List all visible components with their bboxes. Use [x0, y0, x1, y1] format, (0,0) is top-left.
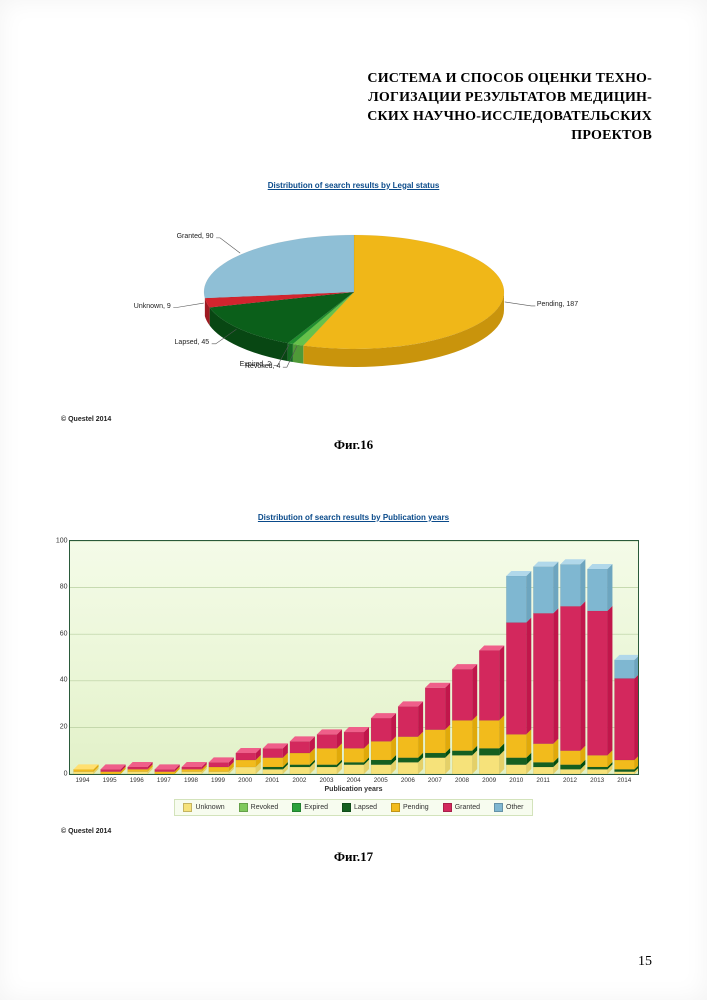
title-line: СКИХ НАУЧНО-ИССЛЕДОВАТЕЛЬСКИХ: [255, 108, 652, 127]
figure-caption: Фиг.17: [55, 849, 652, 865]
pie-slice-label: Granted, 90: [177, 233, 214, 240]
x-axis-tick: 2000: [238, 777, 252, 784]
legend-swatch: [391, 803, 400, 812]
y-axis-tick: 40: [60, 677, 68, 684]
x-axis-tick: 2002: [292, 777, 306, 784]
legend-label: Pending: [403, 804, 429, 811]
y-axis-tick: 20: [60, 723, 68, 730]
x-axis-tick: 1999: [211, 777, 225, 784]
x-axis-tick: 2008: [455, 777, 469, 784]
legend-label: Unknown: [195, 804, 224, 811]
y-axis-tick: 100: [56, 537, 68, 544]
title-line: СИСТЕМА И СПОСОБ ОЦЕНКИ ТЕХНО-: [255, 70, 652, 89]
x-axis-tick: 1994: [76, 777, 90, 784]
legend-item: Revoked: [239, 803, 279, 812]
x-axis-tick: 2007: [428, 777, 442, 784]
x-axis-tick: 1997: [157, 777, 171, 784]
legend-item: Pending: [391, 803, 429, 812]
x-axis-tick: 2006: [401, 777, 415, 784]
legend-swatch: [443, 803, 452, 812]
bar-chart-title: Distribution of search results by Public…: [55, 513, 652, 522]
pie-slice-label: Lapsed, 45: [175, 339, 210, 346]
legend-label: Revoked: [251, 804, 279, 811]
x-axis-tick: 2009: [482, 777, 496, 784]
legend-swatch: [494, 803, 503, 812]
x-axis-tick: 1995: [103, 777, 117, 784]
legend-item: Other: [494, 803, 524, 812]
pie-slice-label: Pending, 187: [537, 301, 578, 308]
page-number: 15: [638, 954, 652, 970]
x-axis-title: Publication years: [55, 786, 652, 793]
x-axis-tick: 2012: [563, 777, 577, 784]
pie-chart-title: Distribution of search results by Legal …: [55, 181, 652, 190]
x-axis-tick: 2014: [617, 777, 631, 784]
legend-label: Expired: [304, 804, 328, 811]
x-axis-tick: 1996: [130, 777, 144, 784]
x-axis-tick: 1998: [184, 777, 198, 784]
pie-slice-label: Expired, 2: [240, 361, 272, 368]
copyright-text: © Questel 2014: [61, 828, 652, 835]
x-axis-tick: 2013: [590, 777, 604, 784]
pie-chart: Pending, 187Revoked, 4Expired, 2Lapsed, …: [55, 208, 652, 388]
copyright-text: © Questel 2014: [61, 416, 652, 423]
x-axis-tick: 2003: [319, 777, 333, 784]
x-axis-tick: 2010: [509, 777, 523, 784]
legend-item: Expired: [292, 803, 328, 812]
legend-item: Lapsed: [342, 803, 377, 812]
legend-label: Lapsed: [354, 804, 377, 811]
pie-slice-label: Unknown, 9: [134, 303, 171, 310]
page-title: СИСТЕМА И СПОСОБ ОЦЕНКИ ТЕХНО- ЛОГИЗАЦИИ…: [255, 70, 652, 146]
x-axis-labels: 1994 1995 1996 1997 1998 1999 2000 2001 2002 2003…: [70, 775, 638, 784]
legend-swatch: [183, 803, 192, 812]
legend-item: Granted: [443, 803, 480, 812]
title-line: ПРОЕКТОВ: [255, 127, 652, 146]
y-axis-tick: 80: [60, 584, 68, 591]
figure-caption: Фиг.16: [55, 437, 652, 453]
title-line: ЛОГИЗАЦИИ РЕЗУЛЬТАТОВ МЕДИЦИН-: [255, 89, 652, 108]
x-axis-tick: 2005: [374, 777, 388, 784]
legend-swatch: [239, 803, 248, 812]
legend-label: Other: [506, 804, 524, 811]
y-axis-tick: 0: [64, 770, 68, 777]
pie-chart-block: Distribution of search results by Legal …: [55, 181, 652, 453]
legend-swatch: [342, 803, 351, 812]
y-axis-tick: 60: [60, 630, 68, 637]
x-axis-tick: 2001: [265, 777, 279, 784]
x-axis-tick: 2011: [536, 777, 550, 784]
legend-swatch: [292, 803, 301, 812]
bar-chart-block: Distribution of search results by Public…: [55, 513, 652, 865]
x-axis-tick: 2004: [347, 777, 361, 784]
legend-item: Unknown: [183, 803, 224, 812]
bar-chart-legend: Unknown Revoked Expired Lapsed Pending Grante…: [174, 799, 532, 816]
bar-chart: 020406080100: [69, 540, 639, 775]
legend-label: Granted: [455, 804, 480, 811]
